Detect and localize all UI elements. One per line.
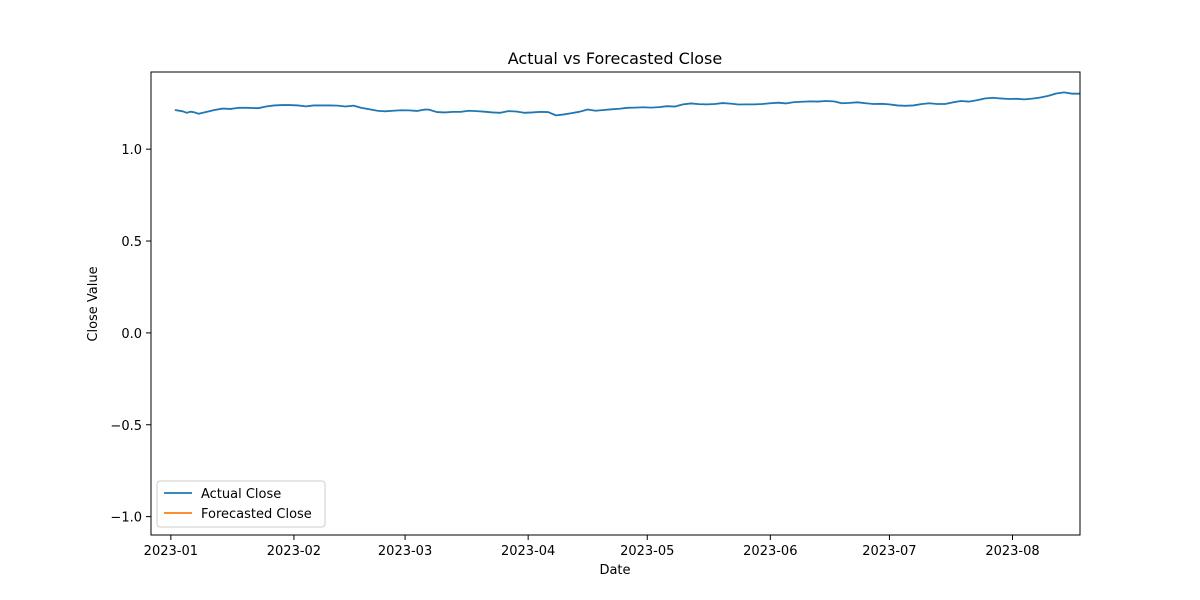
legend-label-0: Actual Close (201, 487, 281, 502)
legend-label-1: Forecasted Close (201, 507, 312, 522)
x-tick-label-2: 2023-03 (378, 544, 432, 559)
y-axis-label: Close Value (86, 266, 101, 341)
legend: Actual Close Forecasted Close (156, 480, 326, 528)
y-tick-label-0: −1.0 (110, 511, 142, 526)
x-axis-label: Date (599, 563, 630, 578)
x-tick-label-6: 2023-07 (862, 544, 916, 559)
x-tick-label-3: 2023-04 (501, 544, 555, 559)
x-tick-label-0: 2023-01 (144, 544, 198, 559)
y-tick-label-3: 0.5 (121, 235, 142, 250)
y-tick-label-4: 1.0 (121, 143, 142, 158)
plot-frame (150, 71, 1081, 536)
x-tick-label-1: 2023-02 (267, 544, 321, 559)
y-tick-label-2: 0.0 (121, 327, 142, 342)
legend-box (156, 480, 326, 528)
x-tick-label-7: 2023-08 (985, 544, 1039, 559)
y-tick-label-1: −0.5 (110, 419, 142, 434)
x-tick-label-4: 2023-05 (620, 544, 674, 559)
chart-title: Actual vs Forecasted Close (508, 49, 722, 68)
plot-area: 2023-01 2023-02 2023-03 2023-04 2023-05 2023-… (110, 71, 1081, 559)
x-tick-label-5: 2023-06 (743, 544, 797, 559)
series-line-0 (174, 91, 1080, 117)
